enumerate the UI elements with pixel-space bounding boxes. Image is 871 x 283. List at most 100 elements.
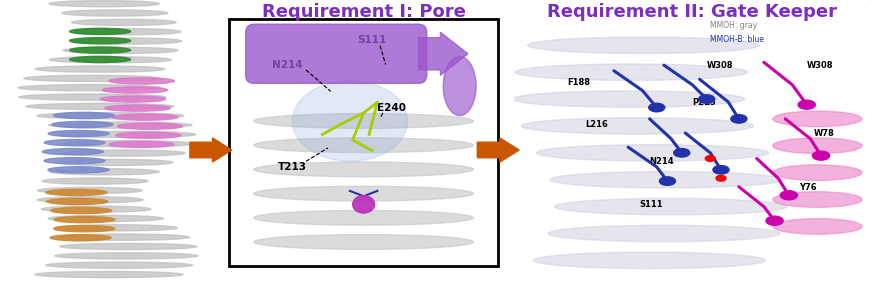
Text: P215: P215 (692, 98, 716, 107)
Ellipse shape (659, 177, 676, 185)
Text: MMOH: gray: MMOH: gray (710, 21, 758, 30)
Text: F188: F188 (567, 78, 591, 87)
Ellipse shape (49, 1, 159, 7)
Ellipse shape (766, 216, 783, 225)
Ellipse shape (649, 103, 665, 112)
Ellipse shape (773, 192, 862, 207)
Text: Requirement II: Gate Keeper: Requirement II: Gate Keeper (548, 3, 837, 21)
Ellipse shape (63, 47, 178, 53)
Ellipse shape (24, 75, 160, 82)
Ellipse shape (716, 175, 726, 181)
Ellipse shape (18, 85, 160, 91)
Ellipse shape (773, 165, 862, 181)
Text: MMOH-B: blue: MMOH-B: blue (710, 35, 764, 44)
Ellipse shape (706, 156, 715, 161)
Ellipse shape (699, 95, 715, 103)
Ellipse shape (550, 171, 782, 188)
Ellipse shape (773, 111, 862, 127)
Ellipse shape (63, 141, 193, 147)
Ellipse shape (37, 197, 143, 203)
Ellipse shape (71, 19, 176, 25)
Ellipse shape (254, 235, 474, 249)
Ellipse shape (50, 169, 159, 175)
Ellipse shape (118, 123, 183, 129)
Ellipse shape (521, 118, 753, 134)
FancyBboxPatch shape (246, 24, 427, 83)
Ellipse shape (48, 130, 109, 137)
Ellipse shape (55, 225, 178, 231)
Text: N214: N214 (650, 157, 674, 166)
Text: Y76: Y76 (800, 183, 817, 192)
Ellipse shape (52, 121, 113, 128)
Text: N214: N214 (272, 59, 302, 70)
Text: W308: W308 (706, 61, 733, 70)
Ellipse shape (513, 91, 745, 107)
Ellipse shape (254, 162, 474, 177)
Ellipse shape (37, 187, 142, 194)
Ellipse shape (813, 151, 829, 160)
Ellipse shape (62, 10, 168, 16)
Ellipse shape (293, 81, 408, 161)
Ellipse shape (731, 115, 747, 123)
Ellipse shape (116, 132, 181, 138)
Ellipse shape (49, 122, 192, 128)
Ellipse shape (548, 225, 780, 242)
Ellipse shape (50, 235, 111, 241)
Text: Requirement I: Pore: Requirement I: Pore (261, 3, 466, 21)
Text: S111: S111 (357, 35, 387, 45)
Ellipse shape (109, 141, 174, 147)
Ellipse shape (70, 47, 131, 53)
FancyArrow shape (190, 138, 232, 162)
Ellipse shape (41, 206, 151, 212)
Ellipse shape (798, 100, 815, 109)
Text: W308: W308 (807, 61, 834, 70)
FancyArrow shape (418, 32, 468, 75)
Ellipse shape (44, 140, 105, 146)
Ellipse shape (53, 112, 114, 119)
Ellipse shape (254, 113, 474, 128)
Ellipse shape (534, 252, 766, 269)
Ellipse shape (42, 178, 148, 184)
Ellipse shape (109, 78, 174, 84)
Ellipse shape (19, 94, 165, 100)
Ellipse shape (72, 38, 182, 44)
Ellipse shape (443, 56, 476, 115)
FancyBboxPatch shape (229, 19, 498, 266)
Ellipse shape (46, 189, 107, 196)
Ellipse shape (780, 191, 798, 200)
Ellipse shape (254, 138, 474, 153)
Text: L216: L216 (585, 120, 608, 129)
Ellipse shape (713, 166, 729, 174)
Ellipse shape (353, 196, 375, 213)
Ellipse shape (537, 145, 769, 161)
Ellipse shape (773, 138, 862, 153)
Ellipse shape (46, 262, 192, 268)
Ellipse shape (60, 234, 190, 240)
Ellipse shape (48, 167, 109, 173)
Ellipse shape (54, 226, 115, 232)
Ellipse shape (528, 37, 760, 53)
Ellipse shape (70, 38, 131, 44)
Ellipse shape (58, 131, 196, 138)
Ellipse shape (673, 149, 690, 157)
Ellipse shape (773, 218, 862, 234)
Ellipse shape (70, 56, 131, 63)
Ellipse shape (26, 103, 174, 110)
Ellipse shape (105, 105, 171, 111)
Ellipse shape (50, 57, 172, 63)
Ellipse shape (112, 114, 178, 120)
Text: E240: E240 (376, 102, 406, 113)
Ellipse shape (515, 64, 747, 80)
FancyBboxPatch shape (507, 0, 871, 283)
Text: T213: T213 (278, 162, 307, 172)
Text: W78: W78 (814, 129, 834, 138)
Ellipse shape (102, 87, 167, 93)
Ellipse shape (254, 186, 474, 201)
Ellipse shape (57, 159, 172, 166)
Ellipse shape (100, 96, 165, 102)
Ellipse shape (51, 207, 111, 214)
Ellipse shape (37, 113, 184, 119)
Ellipse shape (35, 66, 165, 72)
Ellipse shape (555, 198, 787, 215)
Ellipse shape (44, 158, 105, 164)
